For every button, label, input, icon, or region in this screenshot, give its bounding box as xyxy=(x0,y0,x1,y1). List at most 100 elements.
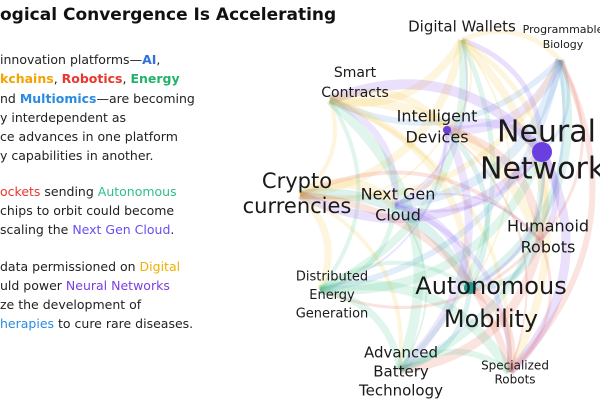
text-line: y interdependent as xyxy=(0,110,126,125)
node-label: Robots xyxy=(521,238,576,257)
node-label: Cloud xyxy=(375,206,421,225)
edge xyxy=(398,38,496,372)
edge xyxy=(394,58,565,210)
text-segment: y interdependent as xyxy=(0,110,127,125)
text-segment: scaling the xyxy=(0,222,73,237)
edge xyxy=(446,39,473,131)
text-segment: chips to orbit could become xyxy=(0,203,175,218)
edge xyxy=(506,149,571,376)
edge xyxy=(319,150,547,295)
node-label: Neural xyxy=(497,115,596,150)
edge xyxy=(540,59,570,154)
text-line: chips to orbit could become xyxy=(0,203,174,218)
edge xyxy=(394,204,428,371)
edge xyxy=(319,238,542,310)
edge xyxy=(394,202,513,373)
text-segment: ce advances in one platform xyxy=(0,129,178,144)
text-line: uld power Neural Networks xyxy=(0,278,170,293)
edge xyxy=(299,188,475,291)
edge xyxy=(299,129,448,200)
edge xyxy=(446,129,528,373)
edge xyxy=(469,151,545,290)
text-line: ze the development of xyxy=(0,297,141,312)
node-label: Digital Wallets xyxy=(408,18,516,36)
node-label: Devices xyxy=(405,128,468,147)
edge xyxy=(398,151,546,373)
edge xyxy=(461,39,511,289)
text-line: ockets sending Autonomous xyxy=(0,184,177,199)
edge xyxy=(537,150,560,242)
node-label: Crypto xyxy=(262,169,332,193)
text-segment: kchains xyxy=(0,71,54,86)
text-segment: —are becoming xyxy=(96,91,195,106)
edge xyxy=(398,348,512,375)
text-segment: , xyxy=(156,52,161,67)
text-segment: Digital xyxy=(139,259,181,274)
text-line: herapies to cure rare diseases. xyxy=(0,316,193,331)
edge xyxy=(319,204,398,293)
text-segment: Neural Networks xyxy=(65,278,170,293)
text-segment: ze the development of xyxy=(0,297,142,312)
edge xyxy=(299,58,563,201)
edge xyxy=(445,126,544,241)
edge xyxy=(299,193,403,371)
text-segment: Next Gen Cloud xyxy=(72,222,171,237)
edge xyxy=(318,39,468,294)
edge xyxy=(445,118,545,155)
text-segment: Energy xyxy=(130,71,180,86)
edge xyxy=(319,129,448,291)
edge xyxy=(467,284,516,373)
edge xyxy=(399,59,566,372)
edge xyxy=(508,239,552,374)
text-line: y capabilities in another. xyxy=(0,148,153,163)
text-segment: sending xyxy=(40,184,98,199)
node-label: Specialized xyxy=(481,359,549,373)
text-line: scaling the Next Gen Cloud. xyxy=(0,222,174,237)
text-segment: nd xyxy=(0,91,20,106)
edge xyxy=(298,99,338,197)
text-line: data permissioned on Digital xyxy=(0,259,180,274)
text-segment: ockets xyxy=(0,184,41,199)
edge xyxy=(328,79,546,156)
edge xyxy=(326,96,424,372)
edge xyxy=(394,201,474,289)
edge xyxy=(299,170,542,242)
edge xyxy=(399,239,545,375)
edge xyxy=(538,59,584,241)
edge xyxy=(461,37,545,153)
node-label: Humanoid xyxy=(507,217,589,236)
node-label: Distributed xyxy=(296,270,368,285)
edge xyxy=(446,58,565,135)
text-segment: AI xyxy=(142,52,157,67)
edge xyxy=(328,96,474,289)
node-label: Programmable xyxy=(523,23,600,36)
edge xyxy=(394,151,544,213)
node-label: Next Gen xyxy=(361,185,436,204)
node-label: Contracts xyxy=(321,85,389,101)
node-label: Generation xyxy=(296,307,369,322)
edge xyxy=(318,98,361,292)
edge xyxy=(297,178,399,209)
node-label: Advanced xyxy=(364,344,438,362)
edge xyxy=(459,37,551,374)
edge xyxy=(328,96,399,206)
edge xyxy=(445,128,490,290)
edge xyxy=(399,287,473,373)
node-label: Mobility xyxy=(444,305,538,333)
text-segment: Multiomics xyxy=(19,91,97,106)
node-label: Network xyxy=(480,152,600,187)
node-dot xyxy=(443,126,451,134)
edge xyxy=(328,57,563,126)
text-line: nd Multiomics—are becoming xyxy=(0,91,195,106)
edge xyxy=(299,39,466,199)
text-segment: to cure rare diseases. xyxy=(54,316,194,331)
text-segment: innovation platforms— xyxy=(0,52,143,67)
edge xyxy=(397,128,473,373)
node-label: Biology xyxy=(543,38,584,51)
edge xyxy=(394,193,541,241)
text-line: kchains, Robotics, Energy xyxy=(0,71,180,86)
node-label: Intelligent xyxy=(397,107,478,126)
edge xyxy=(319,286,404,371)
